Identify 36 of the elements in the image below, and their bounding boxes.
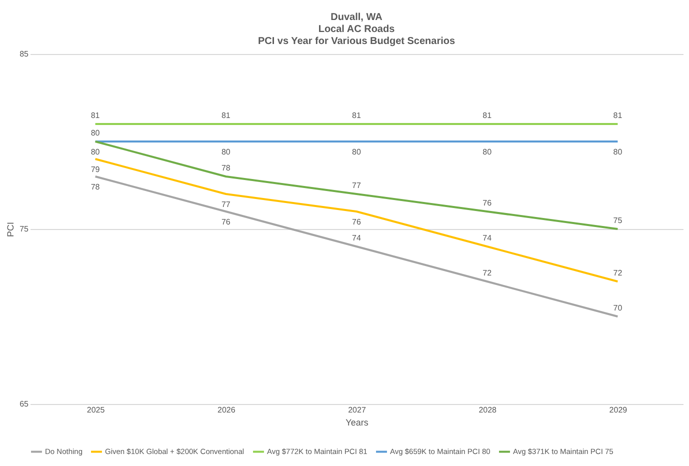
data-label: 72 (613, 268, 623, 278)
data-label: 80 (352, 148, 362, 156)
data-label: 74 (352, 234, 362, 242)
data-label: 80 (613, 148, 623, 156)
data-label: 81 (352, 111, 362, 120)
data-label: 81 (221, 111, 231, 120)
y-axis-title: PCI (6, 222, 16, 238)
data-label: 81 (613, 111, 623, 120)
y-tick-label: 75 (20, 224, 30, 234)
y-tick-label: 65 (20, 400, 30, 408)
data-label: 76 (221, 218, 231, 226)
data-label: 80 (482, 148, 492, 156)
x-tick-label: 2026 (218, 406, 236, 414)
data-label: 77 (352, 181, 362, 190)
data-label: 78 (221, 164, 231, 172)
data-label: 70 (613, 304, 623, 312)
data-label: 80 (90, 148, 100, 156)
data-label: 76 (352, 218, 362, 226)
x-tick-label: 2027 (348, 406, 366, 414)
data-label: 81 (90, 111, 100, 120)
data-label: 80 (221, 148, 231, 156)
data-label: 74 (482, 234, 492, 242)
data-label: 75 (613, 216, 623, 225)
x-tick-label: 2029 (609, 406, 628, 414)
data-label: 78 (90, 182, 100, 192)
x-axis-title: Years (346, 418, 369, 428)
data-label: 81 (482, 111, 492, 120)
data-label: 79 (90, 165, 100, 174)
x-tick-label: 2025 (86, 406, 106, 414)
data-label: 76 (482, 198, 492, 208)
data-label: 80 (90, 128, 100, 138)
data-label: 72 (482, 268, 492, 278)
y-tick-label: 85 (20, 50, 30, 58)
x-tick-label: 2028 (478, 406, 498, 414)
chart-title: Duvall, WA Local AC Roads PCI vs Year for Various Budget Scenarios (258, 12, 456, 47)
data-label: 77 (221, 200, 231, 209)
